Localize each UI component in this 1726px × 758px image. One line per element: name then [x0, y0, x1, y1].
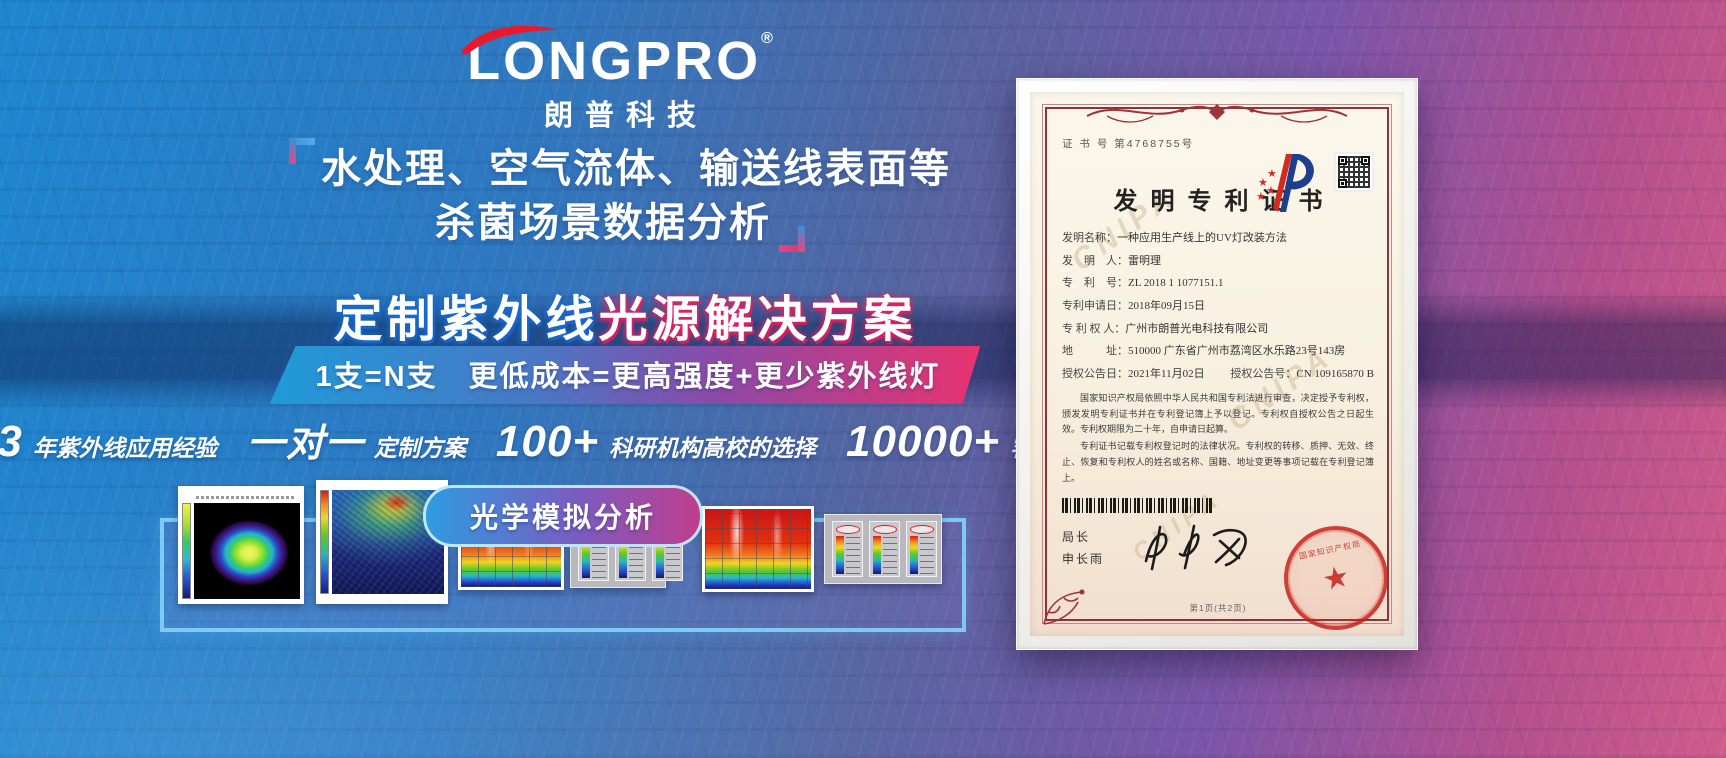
certificate-field: 专利申请日：2018年09月15日	[1062, 300, 1205, 313]
banner-title-right: 光源解决方案	[598, 293, 917, 347]
colorbar	[182, 503, 191, 599]
stat-value: 100+	[495, 417, 600, 466]
certificate-body: 国家知识产权局依照中华人民共和国专利法进行审查，决定授予专利权，颁发发明专利证书…	[1062, 391, 1374, 487]
simulation-label-pill: 光学模拟分析	[422, 485, 704, 547]
stat-value: 一对一	[246, 423, 364, 465]
barcode	[1062, 498, 1214, 514]
stats-row: 13 年紫外线应用经验 一对一 定制方案 100+ 科研机构高校的选择 1000…	[0, 412, 1148, 467]
logo-wordmark: LONGPRO	[467, 31, 762, 91]
signer-title: 局长	[1062, 529, 1091, 544]
headline: 水处理、空气流体、输送线表面等 杀菌场景数据分析	[0, 138, 1240, 252]
color-scale-legend	[832, 521, 863, 577]
highlight-ellipse	[910, 525, 934, 534]
certificate-paragraph-2: 专利证书记载专利权登记时的法律状况。专利权的转移、质押、无效、终止、恢复和专利权…	[1062, 441, 1374, 483]
stat-value: 10000+	[846, 417, 1001, 466]
registered-trademark: ®	[761, 30, 773, 47]
irradiance-plot	[194, 503, 300, 599]
color-scale-legend	[869, 521, 900, 577]
colorbar	[320, 490, 329, 594]
qr-code	[1334, 152, 1374, 192]
headline-line2: 杀菌场景数据分析	[435, 201, 771, 245]
stat-value: 13	[0, 417, 23, 467]
certificate-number: 证 书 号 第4768755号	[1062, 138, 1195, 150]
banner-title: 定制紫外线光源解决方案	[0, 280, 1250, 351]
banner-subtitle: 1支=N支 更低成本=更高强度+更少紫外线灯	[270, 346, 981, 404]
stat-label: 定制方案	[373, 435, 466, 461]
highlight-ellipse	[873, 525, 897, 534]
brand-logo: LONGPRO® 朗普科技	[0, 25, 1240, 134]
logo-swoosh-icon	[461, 25, 560, 55]
certificate-title: 发明专利证书	[1113, 189, 1336, 215]
certificate-field: 发明名称：一种应用生产线上的UV灯改装方法	[1062, 232, 1287, 244]
color-scale-legend	[906, 521, 937, 577]
simulation-legend-panel-2	[824, 514, 942, 584]
stat-label: 科研机构高校的选择	[609, 435, 817, 461]
logo-chinese-name: 朗普科技	[543, 100, 708, 132]
simulation-image-noise-field	[316, 480, 448, 604]
simulation-image-heatmap-2	[702, 506, 814, 592]
stat-one-on-one: 一对一 定制方案	[247, 412, 466, 467]
corner-bracket-top-left	[289, 138, 315, 164]
certificate-corner-ornament	[1043, 589, 1085, 625]
chart-header-text	[196, 496, 294, 499]
stat-institutions: 100+ 科研机构高校的选择	[496, 417, 816, 467]
certificate-field: 地 址：510000 广东省广州市荔湾区水乐路23号143房	[1062, 345, 1346, 358]
patent-certificate-frame: CNIPA CNIPA CNIPA 证	[1016, 78, 1418, 650]
certificate-page-number: 第1页(共2页)	[1189, 603, 1247, 613]
signature-row: 局长 申长雨 国家知识产权局 ★	[1062, 516, 1398, 636]
highlight-ellipse	[836, 525, 860, 534]
corner-bracket-bottom-right	[779, 226, 805, 252]
simulation-image-irradiance-circle	[178, 486, 304, 604]
banner-title-left: 定制紫外线	[333, 293, 599, 347]
cnipa-logo-icon: ★ ★ ★ ★ ★	[1256, 150, 1316, 216]
signer-name: 申长雨	[1062, 552, 1105, 567]
certificate-field: 专 利 号：ZL 2018 1 1077151.1	[1062, 277, 1224, 290]
optical-simulation-panel: 光学模拟分析	[160, 480, 966, 632]
certificate-field: 专 利 权 人：广州市朗普光电科技有限公司	[1062, 322, 1269, 335]
certificate-content: 证 书 号 第4768755号 ★ ★ ★ ★ ★ 发明专利证书 发明名	[1062, 118, 1398, 636]
stat-experience: 13 年紫外线应用经验	[0, 417, 217, 467]
certificate-top-flourish	[1086, 104, 1348, 123]
certificate-paragraph-1: 国家知识产权局依照中华人民共和国专利法进行审查，决定授予专利权，颁发发明专利证书…	[1062, 392, 1374, 435]
stat-label: 年紫外线应用经验	[32, 435, 217, 461]
certificate-field-grant: 授权公告日：2021年11月02日 授权公告号：CN 109165870 B	[1062, 368, 1374, 381]
patent-certificate-paper: CNIPA CNIPA CNIPA 证	[1030, 92, 1404, 636]
headline-line1: 水处理、空气流体、输送线表面等	[321, 147, 951, 191]
handwritten-signature	[1144, 525, 1247, 571]
noise-field-plot	[332, 490, 444, 594]
seal-star-icon: ★	[1319, 559, 1353, 597]
certificate-field: 发 明 人：雷明理	[1062, 254, 1161, 267]
banner-subtitle-wrap: 1支=N支 更低成本=更高强度+更少紫外线灯	[0, 346, 1250, 404]
